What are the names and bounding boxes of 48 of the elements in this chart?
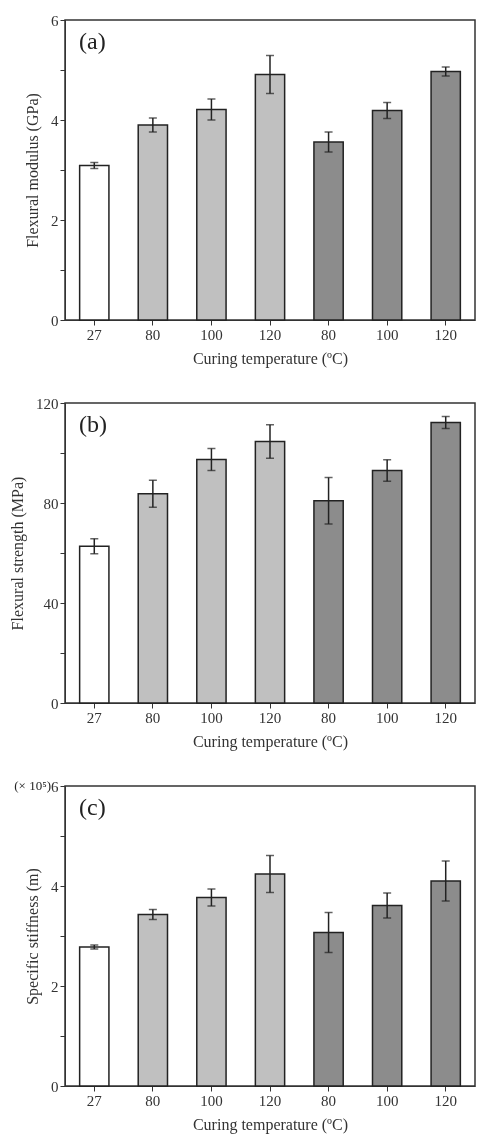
- x-tick-label: 100: [375, 1092, 399, 1109]
- bar: [430, 70, 462, 321]
- x-tick-label: 100: [375, 709, 399, 726]
- y-tick-label: 4: [51, 878, 59, 895]
- x-tick-label: 100: [200, 326, 223, 343]
- y-tick-label: 6: [51, 12, 59, 29]
- bar: [78, 946, 110, 1087]
- y-tick-label: 80: [43, 495, 59, 512]
- y-tick-label: 40: [43, 595, 59, 612]
- y-tick-label: 0: [51, 1078, 59, 1095]
- x-axis-title: Curing temperature (ºC): [192, 732, 349, 751]
- y-tick-label: 2: [51, 212, 59, 229]
- x-tick-label: 80: [321, 326, 337, 343]
- y-tick-label: 2: [51, 978, 59, 995]
- x-tick-label: 80: [321, 709, 337, 726]
- y-axis-title: Flexural modulus (GPa): [24, 93, 42, 248]
- x-tick-label: 80: [145, 326, 161, 343]
- x-tick-label: 120: [434, 709, 457, 726]
- y-tick-label: 4: [51, 112, 59, 129]
- x-axis-title: Curing temperature (ºC): [192, 349, 349, 368]
- bar: [137, 913, 169, 1087]
- x-tick-label: 120: [258, 1092, 282, 1109]
- y-tick-label: 120: [36, 395, 59, 412]
- y-axis-title: Flexural strength (MPa): [9, 476, 27, 631]
- annotation: (a): [79, 28, 106, 54]
- text: (× 10⁵): [14, 778, 51, 793]
- x-tick-label: 27: [86, 709, 103, 726]
- x-tick-label: 27: [86, 1092, 103, 1109]
- x-tick-label: 80: [321, 1092, 337, 1109]
- x-tick-label: 100: [200, 709, 223, 726]
- y-tick-label: 6: [51, 778, 59, 795]
- bar: [78, 164, 110, 321]
- y-tick-label: 0: [51, 695, 59, 712]
- annotation: (c): [79, 794, 106, 820]
- x-tick-label: 120: [258, 326, 282, 343]
- y-tick-label: 0: [51, 312, 59, 329]
- x-tick-label: 80: [145, 709, 161, 726]
- x-tick-label: 100: [200, 1092, 223, 1109]
- bar: [430, 421, 462, 704]
- annotation: (b): [79, 411, 107, 437]
- x-tick-label: 120: [434, 1092, 457, 1109]
- x-tick-label: 120: [258, 709, 282, 726]
- y-axis-title: Specific stiffness (m): [24, 868, 42, 1005]
- x-tick-label: 100: [375, 326, 399, 343]
- x-tick-label: 120: [434, 326, 457, 343]
- x-tick-label: 27: [86, 326, 103, 343]
- x-tick-label: 80: [145, 1092, 161, 1109]
- x-axis-title: Curing temperature (ºC): [192, 1115, 349, 1134]
